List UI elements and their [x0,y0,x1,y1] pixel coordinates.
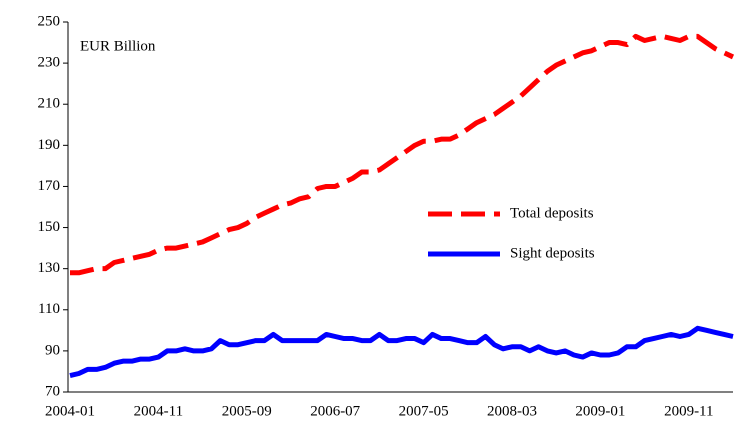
y-tick-label: 70 [45,383,60,399]
x-tick-label: 2004-01 [45,403,95,419]
series-line [70,33,735,276]
x-tick-label: 2008-03 [487,403,537,419]
y-tick-label: 90 [45,342,60,358]
y-tick-label: 230 [38,55,61,71]
legend-label: Sight deposits [510,245,595,261]
x-tick-label: 2006-07 [310,403,360,419]
x-tick-label: 2009-11 [664,403,713,419]
x-tick-label: 2009-01 [575,403,625,419]
y-tick-label: 170 [38,178,61,194]
series-line [69,325,734,378]
annotation: EUR Billion [80,38,156,54]
y-tick-label: 250 [38,13,61,29]
y-tick-label: 110 [38,301,60,317]
legend-label: Total deposits [510,205,594,221]
y-tick-label: 150 [38,219,61,235]
y-tick-label: 130 [38,260,61,276]
x-tick-label: 2004-11 [134,403,183,419]
x-tick-label: 2007-05 [399,403,449,419]
x-tick-label: 2005-09 [222,403,272,419]
y-tick-label: 190 [38,137,61,153]
y-tick-label: 210 [38,96,61,112]
